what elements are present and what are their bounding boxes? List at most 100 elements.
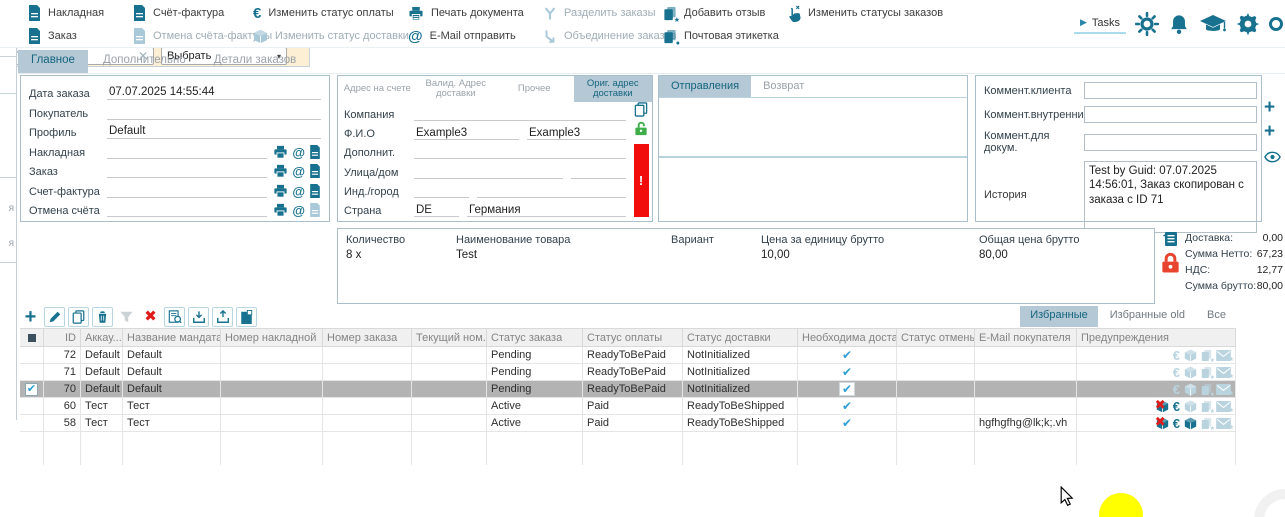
toolbar-mail-label-button[interactable]: ● Почтовая этикетка xyxy=(663,26,779,46)
col-id[interactable]: ID xyxy=(44,329,81,346)
row-checkbox[interactable] xyxy=(20,398,44,414)
euro-icon[interactable]: € xyxy=(1173,349,1180,362)
notification-bubble[interactable] xyxy=(1099,493,1143,517)
euro-icon[interactable]: € xyxy=(1173,417,1180,430)
toolbar-order-button[interactable]: Заказ xyxy=(28,26,104,46)
col-delivery-required[interactable]: Необходима доста... xyxy=(798,329,897,346)
search-document-button[interactable] xyxy=(164,307,185,327)
package-icon[interactable] xyxy=(1184,383,1197,396)
at-sign-icon[interactable]: @ xyxy=(292,204,305,217)
copy-document-icon[interactable]: ★ xyxy=(1201,349,1212,362)
order-date-value[interactable]: 07.07.2025 14:55:44 xyxy=(107,86,321,100)
printer-icon[interactable] xyxy=(273,164,288,178)
order-number-value[interactable] xyxy=(107,164,267,178)
cancelled-shipment-icon[interactable]: ✖ xyxy=(1156,400,1169,413)
additional-field[interactable] xyxy=(414,146,626,159)
printer-icon[interactable] xyxy=(273,145,288,159)
mail-icon[interactable]: ★ xyxy=(1216,418,1231,429)
table-row-selected[interactable]: ✔ 70 Default Default Pending ReadyToBePa… xyxy=(20,381,1236,398)
col-cancel-status[interactable]: Статус отмены xyxy=(897,329,975,346)
col-delivery-status[interactable]: Статус доставки xyxy=(683,329,798,346)
street-field[interactable] xyxy=(414,166,563,179)
at-sign-icon[interactable]: @ xyxy=(292,165,305,178)
document-icon[interactable] xyxy=(309,184,321,198)
row-checkbox[interactable]: ✔ xyxy=(20,381,44,397)
first-name-field[interactable]: Example3 xyxy=(414,127,519,140)
toolbar-change-payment-status-button[interactable]: € Изменить статус оплаты xyxy=(253,3,409,23)
last-name-field[interactable]: Example3 xyxy=(527,127,626,140)
buyer-value[interactable] xyxy=(107,106,321,120)
printer-icon[interactable] xyxy=(273,184,288,198)
mail-icon[interactable]: ★ xyxy=(1216,350,1231,361)
col-account[interactable]: Аккау... xyxy=(81,329,123,346)
mail-icon[interactable]: ★ xyxy=(1216,401,1231,412)
toolbar-add-review-button[interactable]: ★ Добавить отзыв xyxy=(663,3,779,23)
mail-icon[interactable]: ★ xyxy=(1216,367,1231,378)
brightness-icon[interactable] xyxy=(1135,12,1159,36)
col-invoice-no[interactable]: Номер накладной xyxy=(221,329,323,346)
add-order-button[interactable]: + xyxy=(20,307,41,327)
tab-order-details[interactable]: Детали заказов xyxy=(201,50,310,73)
select-all-checkbox[interactable] xyxy=(20,329,44,346)
cancelled-shipment-icon[interactable]: ✖ xyxy=(1156,417,1169,430)
col-order-status[interactable]: Статус заказа xyxy=(487,329,583,346)
clear-button[interactable]: ✖ xyxy=(140,307,161,327)
package-icon[interactable] xyxy=(1184,417,1197,430)
document-icon[interactable] xyxy=(309,164,321,178)
history-textarea[interactable]: Test by Guid: 07.07.2025 14:56:01, Заказ… xyxy=(1084,161,1257,233)
table-row[interactable]: 60 Тест Тест Active Paid ReadyToBeShippe… xyxy=(20,398,1236,415)
col-mandate[interactable]: Название мандата xyxy=(123,329,221,346)
col-warnings[interactable]: Предупреждения xyxy=(1077,329,1236,346)
customer-comment-input[interactable] xyxy=(1084,82,1257,99)
package-icon[interactable] xyxy=(1184,349,1197,362)
copy-document-icon[interactable]: ★ xyxy=(1201,400,1212,413)
toolbar-invoice-button[interactable]: Счёт-фактура xyxy=(133,3,272,23)
table-row[interactable]: 58 Тест Тест Active Paid ReadyToBeShippe… xyxy=(20,415,1236,432)
copy-document-icon[interactable]: ★ xyxy=(1201,366,1212,379)
document-comment-input[interactable] xyxy=(1084,134,1257,151)
bell-icon[interactable] xyxy=(1168,13,1190,36)
at-sign-icon[interactable]: @ xyxy=(292,146,305,159)
document-icon[interactable] xyxy=(309,145,321,159)
row-checkbox[interactable] xyxy=(20,415,44,431)
table-row[interactable]: 72 Default Default Pending ReadyToBePaid… xyxy=(20,347,1236,364)
table-row[interactable]: 71 Default Default Pending ReadyToBePaid… xyxy=(20,364,1236,381)
filter-button[interactable] xyxy=(116,307,137,327)
unlocked-icon[interactable] xyxy=(634,121,648,136)
tab-favorites-old[interactable]: Избранные old xyxy=(1100,306,1195,327)
printer-icon[interactable] xyxy=(273,203,288,217)
city-field[interactable] xyxy=(477,185,626,198)
tab-favorites[interactable]: Избранные xyxy=(1020,306,1098,327)
mail-icon[interactable]: ★ xyxy=(1216,384,1231,395)
toolbar-split-orders-button[interactable]: Разделить заказы xyxy=(543,3,676,23)
toolbar-merge-orders-button[interactable]: Объединение заказов xyxy=(543,26,676,46)
tab-valid-shipping-address[interactable]: Валид. Адрес доставки xyxy=(417,76,496,102)
row-checkbox[interactable] xyxy=(20,347,44,363)
euro-icon[interactable]: € xyxy=(1173,400,1180,413)
tab-main[interactable]: Главное xyxy=(18,50,88,73)
at-sign-icon[interactable]: @ xyxy=(292,185,305,198)
graduation-cap-icon[interactable] xyxy=(1199,14,1227,35)
copy-document-icon[interactable]: ★ xyxy=(1201,417,1212,430)
toolbar-delivery-note-button[interactable]: Накладная xyxy=(28,3,104,23)
tab-all[interactable]: Все xyxy=(1197,306,1236,327)
house-field[interactable] xyxy=(571,166,626,179)
company-field[interactable] xyxy=(414,108,626,121)
tab-billing-address[interactable]: Адрес на счете xyxy=(338,76,417,102)
report-button[interactable] xyxy=(236,307,257,327)
toolbar-change-order-statuses-button[interactable]: Изменить статусы заказов xyxy=(786,3,943,23)
tasks-button[interactable]: ▶ Tasks xyxy=(1074,15,1126,34)
cancel-invoice-value[interactable] xyxy=(107,203,267,217)
tab-other[interactable]: Прочее xyxy=(495,76,574,102)
zip-field[interactable] xyxy=(414,185,469,198)
import-button[interactable] xyxy=(188,307,209,327)
invoice-value[interactable] xyxy=(107,184,267,198)
add-internal-comment-icon[interactable]: + xyxy=(1264,98,1275,117)
delete-order-button[interactable] xyxy=(92,307,113,327)
add-document-comment-icon[interactable]: + xyxy=(1264,122,1275,141)
euro-icon[interactable]: € xyxy=(1173,366,1180,379)
col-payment-status[interactable]: Статус оплаты xyxy=(583,329,683,346)
row-checkbox[interactable] xyxy=(20,364,44,380)
country-name-field[interactable]: Германия xyxy=(467,204,626,217)
export-button[interactable] xyxy=(212,307,233,327)
